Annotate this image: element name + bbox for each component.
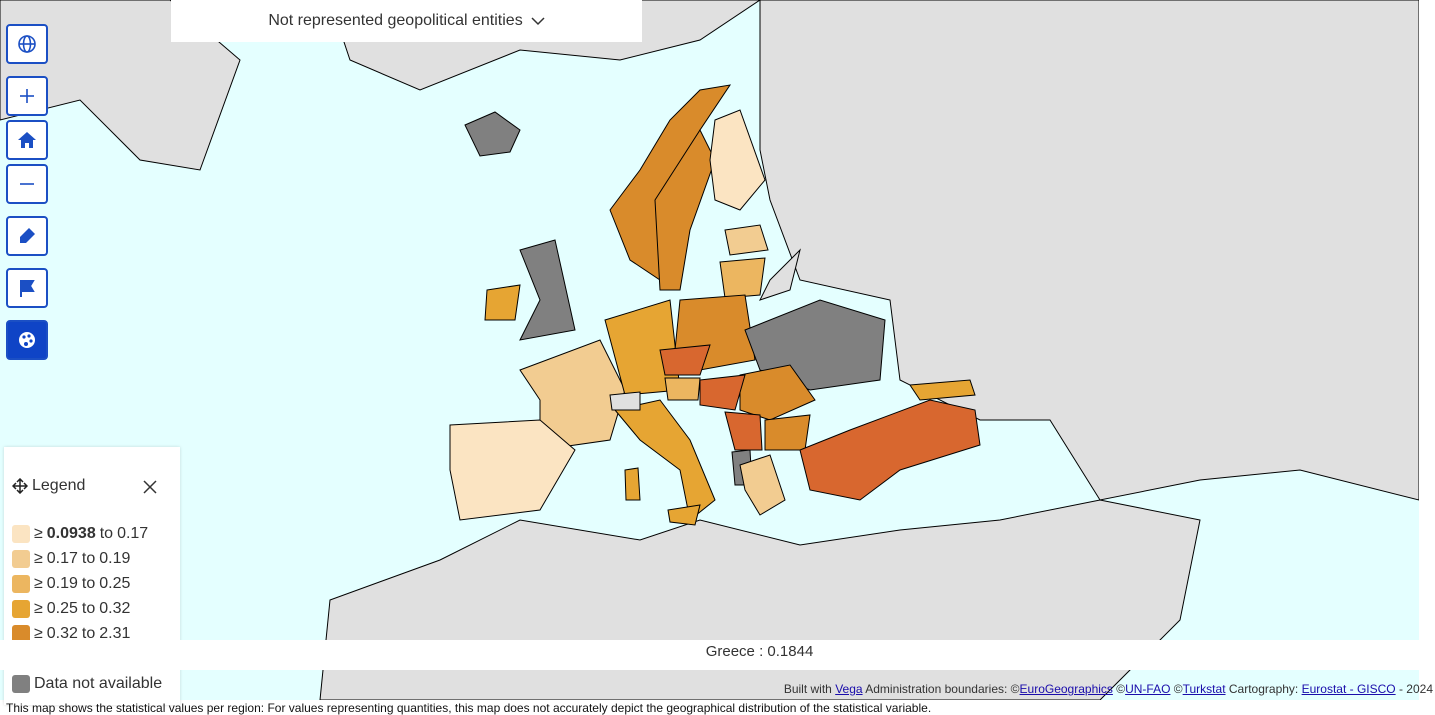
region-name: Greece <box>705 643 755 660</box>
legend-swatch <box>12 625 30 643</box>
attribution-link[interactable]: EuroGeographics <box>1019 682 1113 696</box>
legend-swatch <box>12 675 30 693</box>
dropdown-label: Not represented geopolitical entities <box>268 12 523 29</box>
attribution-link[interactable]: Vega <box>835 682 863 696</box>
attribution-link[interactable]: Turkstat <box>1182 682 1226 696</box>
highlight-button[interactable] <box>6 216 48 256</box>
attribution-link[interactable]: UN-FAO <box>1125 682 1171 696</box>
zoom-out-button[interactable] <box>6 164 48 204</box>
legend-item: ≥0.19 to 0.25 <box>12 574 130 594</box>
legend-to: 0.32 <box>99 600 131 617</box>
attribution: Built with Vega Administration boundarie… <box>784 682 1433 696</box>
legend-swatch <box>12 575 30 593</box>
attribution-text: Administration boundaries: © <box>865 682 1020 696</box>
close-button[interactable] <box>142 479 158 495</box>
globe-button[interactable] <box>6 24 48 64</box>
legend-joiner: to <box>81 625 96 642</box>
legend-from: 0.0938 <box>46 525 96 542</box>
legend-swatch <box>12 550 30 568</box>
legend-item: ≥0.0938 to 0.17 <box>12 524 148 544</box>
legend-item: Data not available <box>12 674 162 694</box>
legend-from: 0.32 <box>46 625 78 642</box>
legend-item: ≥0.17 to 0.19 <box>12 549 130 569</box>
legend-prefix: ≥ <box>34 550 43 567</box>
legend-joiner: to <box>81 600 96 617</box>
legend-header: Legend <box>12 477 85 495</box>
legend-swatch <box>12 600 30 618</box>
legend-swatch <box>12 525 30 543</box>
legend-to: 0.17 <box>117 525 149 542</box>
attribution-text: Built with <box>783 682 832 696</box>
legend-prefix: ≥ <box>34 575 43 592</box>
attribution-text: © <box>1173 682 1183 696</box>
zoom-in-button[interactable] <box>6 76 48 116</box>
legend-joiner: to <box>99 525 114 542</box>
legend-from: 0.19 <box>46 575 78 592</box>
legend-to: 0.19 <box>99 550 131 567</box>
flag-button[interactable] <box>6 268 48 308</box>
legend-to: 0.25 <box>99 575 131 592</box>
attribution-text: Cartography: <box>1228 682 1299 696</box>
chevron <box>531 17 545 26</box>
footnote: This map shows the statistical values pe… <box>6 701 932 715</box>
legend-title: Legend <box>32 477 86 494</box>
move-icon[interactable] <box>12 478 28 494</box>
legend-prefix: ≥ <box>34 525 43 542</box>
regions <box>449 84 981 526</box>
attribution-link[interactable]: Eurostat - GISCO <box>1301 682 1396 696</box>
legend-joiner: to <box>81 550 96 567</box>
legend-from: 0.25 <box>46 600 78 617</box>
legend-label: Data not available <box>34 675 163 692</box>
legend-from: 0.17 <box>46 550 78 567</box>
legend-item: ≥0.32 to 2.31 <box>12 624 130 644</box>
region-value: 0.1844 <box>767 643 814 660</box>
legend-to: 2.31 <box>99 625 131 642</box>
dropdown[interactable]: Not represented geopolitical entities <box>171 0 642 42</box>
tooltip: Greece : 0.1844 <box>0 640 1419 670</box>
attribution-text: - 2024 <box>1398 682 1433 696</box>
map[interactable] <box>0 0 1419 700</box>
legend-prefix: ≥ <box>34 625 43 642</box>
legend-joiner: to <box>81 575 96 592</box>
home-button[interactable] <box>6 120 48 160</box>
legend-item: ≥0.25 to 0.32 <box>12 599 130 619</box>
legend-prefix: ≥ <box>34 600 43 617</box>
palette-button[interactable] <box>6 320 48 360</box>
attribution-text: © <box>1116 682 1126 696</box>
separator: : <box>759 643 764 660</box>
